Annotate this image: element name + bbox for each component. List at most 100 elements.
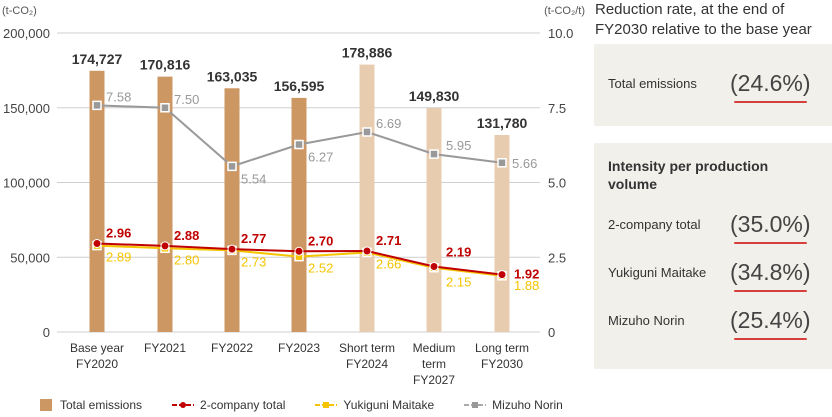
red-line-marker-icon: [172, 402, 195, 408]
total-reduction-box: Total emissions (24.6%): [594, 44, 832, 126]
intensity-row-label: Mizuho Norin: [608, 313, 685, 328]
yellow-value-label: 2.80: [174, 252, 199, 267]
left-axis-unit: (t-CO₂): [2, 5, 37, 17]
gray-value-label: 5.66: [512, 156, 537, 171]
intensity-reduction-box: Intensity per production volume 2-compan…: [594, 143, 832, 369]
red-value-label: 2.70: [308, 233, 333, 248]
bars: [89, 64, 510, 333]
point-marker: [160, 103, 170, 113]
left-tick-label: 50,000: [10, 250, 50, 265]
red-value-label: 2.71: [376, 233, 401, 248]
legend-label: 2-company total: [200, 398, 286, 412]
total-emissions-value: (24.6%): [730, 70, 811, 103]
bar-total-emissions: [426, 108, 442, 332]
point-marker: [362, 246, 372, 256]
total-emissions-label: Total emissions: [608, 76, 697, 91]
bar-value-label: 178,886: [342, 45, 393, 61]
right-tick-label: 2.5: [548, 250, 566, 265]
bar-value-label: 174,727: [72, 51, 123, 67]
point-marker: [227, 161, 237, 172]
left-axis: 0 50,000 100,000 150,000 200,000: [3, 26, 50, 340]
point-marker: [429, 149, 439, 159]
red-value-label: 2.19: [446, 245, 471, 260]
legend-total-emissions: Total emissions: [40, 398, 142, 412]
bar-total-emissions: [157, 76, 173, 332]
intensity-row: 2-company total (35.0%): [608, 211, 824, 244]
category-label: term: [422, 357, 446, 371]
gray-line-marker-icon: [464, 402, 487, 408]
point-marker: [362, 127, 372, 137]
intensity-row-label: Yukiguni Maitake: [608, 265, 707, 280]
right-tick-label: 5.0: [548, 176, 566, 191]
red-value-label: 2.77: [241, 231, 266, 246]
left-tick-label: 100,000: [3, 176, 50, 191]
gray-value-label: 7.58: [106, 89, 131, 104]
category-label: FY2023: [278, 341, 320, 355]
yellow-value-label: 2.52: [308, 261, 333, 276]
red-value-label: 2.88: [174, 228, 199, 243]
right-axis: 0 2.5 5.0 7.5 10.0: [548, 26, 573, 340]
value-labels: 174,727 170,816 163,035 156,595 178,886 149,8…: [72, 45, 540, 293]
point-marker: [294, 246, 304, 256]
category-label: FY2027: [413, 373, 455, 387]
bar-swatch-icon: [40, 399, 52, 411]
point-marker: [429, 262, 439, 272]
yellow-value-label: 1.88: [514, 278, 539, 293]
category-label: FY2024: [346, 357, 388, 371]
left-tick-label: 0: [43, 325, 50, 340]
intensity-row: Mizuho Norin (25.4%): [608, 307, 824, 340]
red-value-label: 2.96: [106, 225, 131, 240]
legend-yukiguni-maitake: Yukiguni Maitake: [315, 398, 434, 412]
lines: [92, 100, 507, 281]
yellow-value-label: 2.89: [106, 250, 131, 265]
intensity-row-value: (35.0%): [730, 211, 811, 244]
panel-title: Reduction rate, at the end of FY2030 rel…: [595, 1, 812, 38]
intensity-row-value: (25.4%): [730, 307, 811, 340]
bar-total-emissions: [291, 97, 307, 332]
point-marker: [497, 158, 507, 168]
legend-2-company-total: 2-company total: [172, 398, 285, 412]
gray-value-label: 6.69: [376, 116, 401, 131]
left-tick-label: 200,000: [3, 26, 50, 41]
intensity-row-label: 2-company total: [608, 217, 701, 232]
category-label: Short term: [339, 341, 395, 355]
bar-total-emissions: [224, 88, 240, 333]
category-label: FY2021: [144, 341, 186, 355]
yellow-value-label: 2.66: [376, 256, 401, 271]
legend-label: Total emissions: [60, 398, 143, 412]
point-marker: [160, 241, 170, 251]
point-marker: [294, 139, 304, 150]
emissions-chart: 0 50,000 100,000 150,000 200,000 0 2.5 5.0 7.5 1…: [2, 5, 585, 387]
legend: Total emissions 2-company total Yukiguni…: [40, 398, 593, 412]
right-axis-unit: (t-CO₂/t): [544, 5, 585, 17]
right-tick-label: 0: [548, 325, 555, 340]
gray-value-label: 7.50: [174, 92, 199, 107]
category-label: Long term: [475, 341, 529, 355]
category-label: FY2020: [76, 357, 118, 371]
gray-value-label: 6.27: [308, 150, 333, 165]
bar-value-label: 163,035: [207, 68, 258, 84]
point-marker: [92, 238, 102, 248]
gray-value-label: 5.95: [446, 138, 471, 153]
bar-total-emissions: [89, 70, 105, 332]
category-label: Base year: [70, 341, 124, 355]
category-label: Medium: [413, 341, 456, 355]
left-tick-label: 150,000: [3, 101, 50, 116]
bar-total-emissions: [359, 64, 375, 332]
legend-mizuho-norin: Mizuho Norin: [464, 398, 563, 412]
point-marker: [227, 244, 237, 254]
red-value-label: 1.92: [514, 267, 539, 282]
legend-label: Mizuho Norin: [492, 398, 563, 412]
point-marker: [497, 270, 507, 280]
right-tick-label: 7.5: [548, 101, 566, 116]
bar-value-label: 149,830: [409, 88, 460, 104]
right-tick-label: 10.0: [548, 26, 573, 41]
bar-value-label: 131,780: [477, 115, 528, 131]
bar-value-label: 156,595: [274, 78, 325, 94]
category-labels: Base year FY2020 FY2021 FY2022 FY2023 Short t…: [70, 341, 529, 387]
yellow-value-label: 2.73: [241, 254, 266, 269]
legend-label: Yukiguni Maitake: [343, 398, 435, 412]
category-label: FY2030: [481, 357, 523, 371]
intensity-row-value: (34.8%): [730, 259, 811, 292]
yellow-line-marker-icon: [315, 402, 338, 408]
